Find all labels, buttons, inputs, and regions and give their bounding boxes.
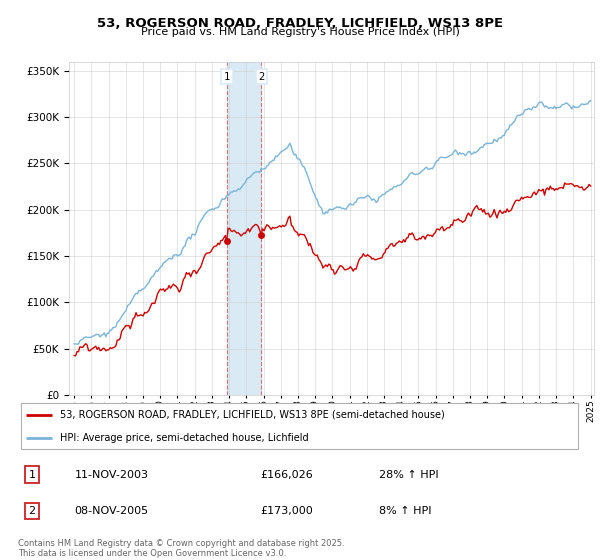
Text: 2: 2 [29, 506, 35, 516]
Text: £173,000: £173,000 [260, 506, 313, 516]
Text: 28% ↑ HPI: 28% ↑ HPI [379, 470, 439, 479]
Text: HPI: Average price, semi-detached house, Lichfield: HPI: Average price, semi-detached house,… [60, 433, 309, 444]
Text: 1: 1 [224, 72, 230, 82]
Text: 53, ROGERSON ROAD, FRADLEY, LICHFIELD, WS13 8PE (semi-detached house): 53, ROGERSON ROAD, FRADLEY, LICHFIELD, W… [60, 410, 445, 420]
Text: 1: 1 [29, 470, 35, 479]
Text: 2: 2 [258, 72, 265, 82]
Text: 08-NOV-2005: 08-NOV-2005 [74, 506, 149, 516]
Text: 11-NOV-2003: 11-NOV-2003 [74, 470, 148, 479]
Bar [227, 62, 261, 395]
Text: Contains HM Land Registry data © Crown copyright and database right 2025.
This d: Contains HM Land Registry data © Crown c… [18, 539, 344, 558]
Text: Price paid vs. HM Land Registry's House Price Index (HPI): Price paid vs. HM Land Registry's House … [140, 27, 460, 37]
Text: £166,026: £166,026 [260, 470, 313, 479]
FancyBboxPatch shape [21, 404, 578, 449]
Text: 8% ↑ HPI: 8% ↑ HPI [379, 506, 431, 516]
Text: 53, ROGERSON ROAD, FRADLEY, LICHFIELD, WS13 8PE: 53, ROGERSON ROAD, FRADLEY, LICHFIELD, W… [97, 17, 503, 30]
